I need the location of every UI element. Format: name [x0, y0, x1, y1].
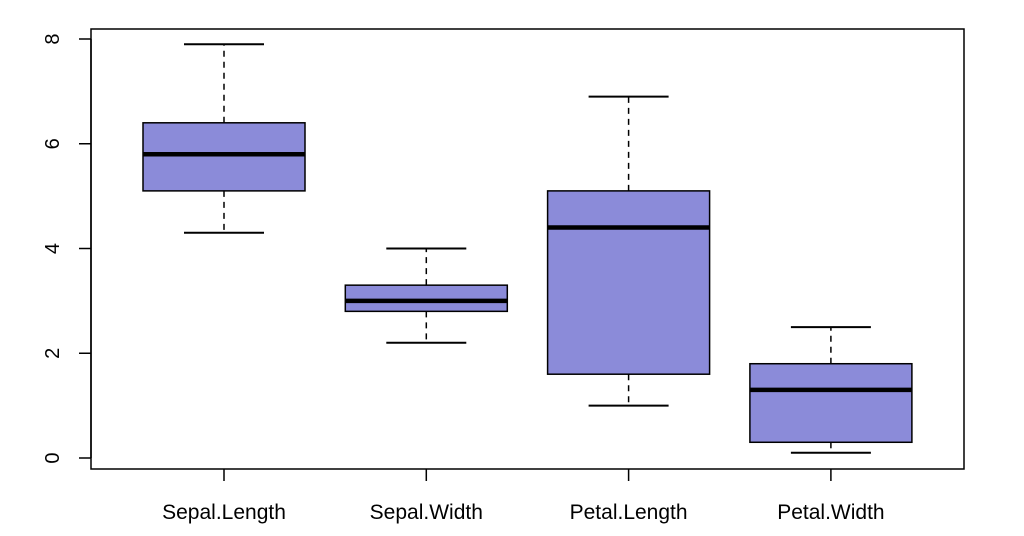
y-tick-label: 6	[42, 138, 64, 149]
iqr-box	[142, 122, 306, 192]
iqr-box	[749, 362, 913, 444]
iqr-box	[546, 190, 711, 375]
x-tick-label: Petal.Width	[777, 501, 884, 524]
y-axis: 0 2 4 6 8	[42, 33, 92, 464]
box-series	[142, 43, 913, 454]
box-sepal-length	[142, 43, 306, 234]
y-tick-label: 2	[42, 348, 64, 359]
box-sepal-width	[344, 247, 509, 344]
x-axis: Sepal.Length Sepal.Width Petal.Length Petal…	[162, 469, 885, 524]
iqr-box	[344, 284, 509, 313]
y-tick-label: 8	[42, 33, 64, 44]
y-tick-label: 0	[42, 452, 64, 463]
box-petal-length	[546, 95, 711, 407]
x-tick-label: Sepal.Length	[162, 501, 286, 524]
box-petal-width	[749, 326, 913, 454]
x-tick-label: Petal.Length	[570, 501, 688, 524]
y-tick-label: 4	[42, 243, 64, 254]
x-tick-label: Sepal.Width	[370, 501, 483, 524]
